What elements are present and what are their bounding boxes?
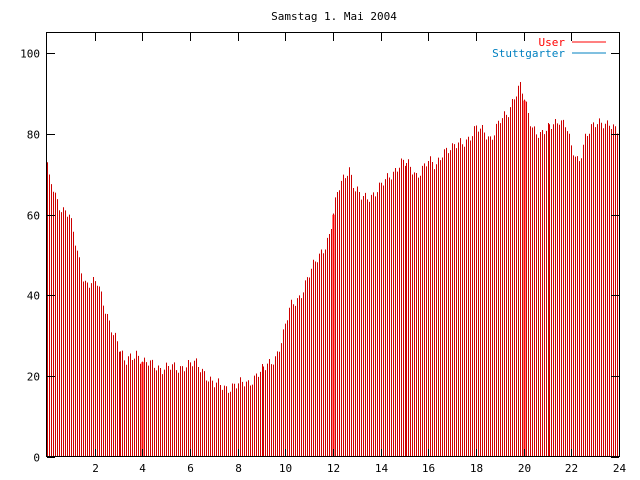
x-axis-ticks: 2 4 6 8 10 12 14 16 18 20 22 24 — [92, 33, 626, 475]
x-tick-label: 8 — [235, 462, 242, 475]
x-tick-label: 24 — [613, 462, 627, 475]
user-series-bars — [47, 81, 620, 457]
x-tick-label: 14 — [375, 462, 389, 475]
x-tick-label: 10 — [279, 462, 292, 475]
x-tick-label: 12 — [327, 462, 340, 475]
legend-stuttgarter-label: Stuttgarter — [492, 47, 565, 60]
plot-area-border — [46, 32, 620, 457]
y-tick-label: 60 — [27, 210, 40, 223]
y-tick-label: 40 — [27, 290, 40, 303]
legend-user-label: User — [539, 36, 566, 49]
x-tick-label: 18 — [470, 462, 483, 475]
y-tick-label: 20 — [27, 371, 40, 384]
x-tick-label: 22 — [565, 462, 578, 475]
x-tick-label: 2 — [92, 462, 99, 475]
x-tick-label: 4 — [139, 462, 146, 475]
y-tick-label: 100 — [20, 48, 40, 61]
chart-legend: User Stuttgarter — [492, 36, 606, 60]
x-tick-label: 6 — [187, 462, 194, 475]
y-tick-label: 0 — [33, 452, 40, 465]
chart-title: Samstag 1. Mai 2004 — [271, 10, 397, 23]
x-tick-label: 16 — [422, 462, 435, 475]
x-tick-label: 20 — [518, 462, 531, 475]
y-tick-label: 80 — [27, 129, 40, 142]
y-axis-ticks: 0 20 40 60 80 100 — [20, 48, 619, 465]
